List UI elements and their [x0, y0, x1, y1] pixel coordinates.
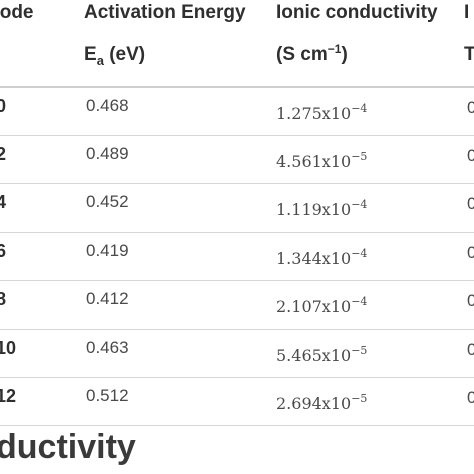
- table-row: -12 0.512 2.694x10−5 0: [0, 378, 474, 426]
- table-row: -2 0.489 4.561x10−5 0: [0, 136, 474, 184]
- row-divider: [0, 425, 474, 426]
- ea-unit: (eV): [109, 44, 146, 65]
- row-ionic-conductivity: 1.275x10−4: [276, 102, 368, 123]
- row-code: -10: [0, 338, 17, 358]
- row-code: -4: [0, 192, 7, 212]
- row-activation-energy: 0.468: [86, 96, 129, 115]
- table-caption: ductivity: [0, 428, 136, 466]
- row-code: -8: [0, 289, 7, 309]
- row-ionic-conductivity: 1.344x10−4: [276, 247, 368, 268]
- table-row: -0 0.468 1.275x10−4 0: [0, 88, 474, 136]
- row-edge-value: 0: [467, 146, 474, 165]
- table-row: -4 0.452 1.119x10−4 0: [0, 184, 474, 232]
- row-divider: [0, 329, 474, 330]
- header-ea-unit: Ea (eV): [84, 44, 146, 68]
- ea-subscript: a: [96, 53, 104, 68]
- row-activation-energy: 0.512: [86, 386, 129, 405]
- row-ionic-conductivity: 4.561x10−5: [276, 150, 368, 171]
- header-ionic-conductivity: Ionic conductivity: [276, 2, 438, 23]
- row-activation-energy: 0.412: [86, 289, 129, 308]
- row-edge-value: 0: [467, 98, 474, 117]
- table-row: -8 0.412 2.107x10−4 0: [0, 281, 474, 329]
- row-edge-value: 0: [467, 291, 474, 310]
- ionic-unit-prefix: (S cm: [276, 44, 328, 65]
- row-ionic-conductivity: 5.465x10−5: [276, 344, 368, 365]
- ionic-unit-suffix: ): [341, 44, 348, 65]
- row-edge-value: 0: [467, 243, 474, 262]
- row-activation-energy: 0.489: [86, 144, 129, 163]
- ea-symbol: E: [84, 44, 97, 65]
- row-activation-energy: 0.463: [86, 338, 129, 357]
- row-ionic-conductivity: 1.119x10−4: [276, 198, 368, 219]
- row-divider: [0, 183, 474, 184]
- row-code: -6: [0, 241, 7, 261]
- row-edge-value: 0: [467, 388, 474, 407]
- row-code: -0: [0, 96, 7, 116]
- row-edge-value: 0: [467, 194, 474, 213]
- row-divider: [0, 377, 474, 378]
- row-code: -12: [0, 386, 17, 406]
- row-ionic-conductivity: 2.694x10−5: [276, 392, 368, 413]
- header-edge-cut: I: [464, 2, 470, 23]
- row-code: -2: [0, 144, 7, 164]
- row-divider: [0, 135, 474, 136]
- header-activation-energy: Activation Energy: [84, 2, 246, 23]
- row-activation-energy: 0.452: [86, 192, 129, 211]
- header-divider: [0, 86, 474, 88]
- row-divider: [0, 280, 474, 281]
- row-edge-value: 0: [467, 340, 474, 359]
- table-row: -6 0.419 1.344x10−4 0: [0, 233, 474, 281]
- header-edge-sub: T: [464, 44, 474, 65]
- row-ionic-conductivity: 2.107x10−4: [276, 295, 368, 316]
- ionic-unit-exp: −1: [327, 42, 342, 56]
- row-activation-energy: 0.419: [86, 241, 129, 260]
- header-ionic-unit: (S cm−1): [276, 42, 348, 66]
- table-row: -10 0.463 5.465x10−5 0: [0, 330, 474, 378]
- header-code: Code: [0, 2, 34, 23]
- row-divider: [0, 232, 474, 233]
